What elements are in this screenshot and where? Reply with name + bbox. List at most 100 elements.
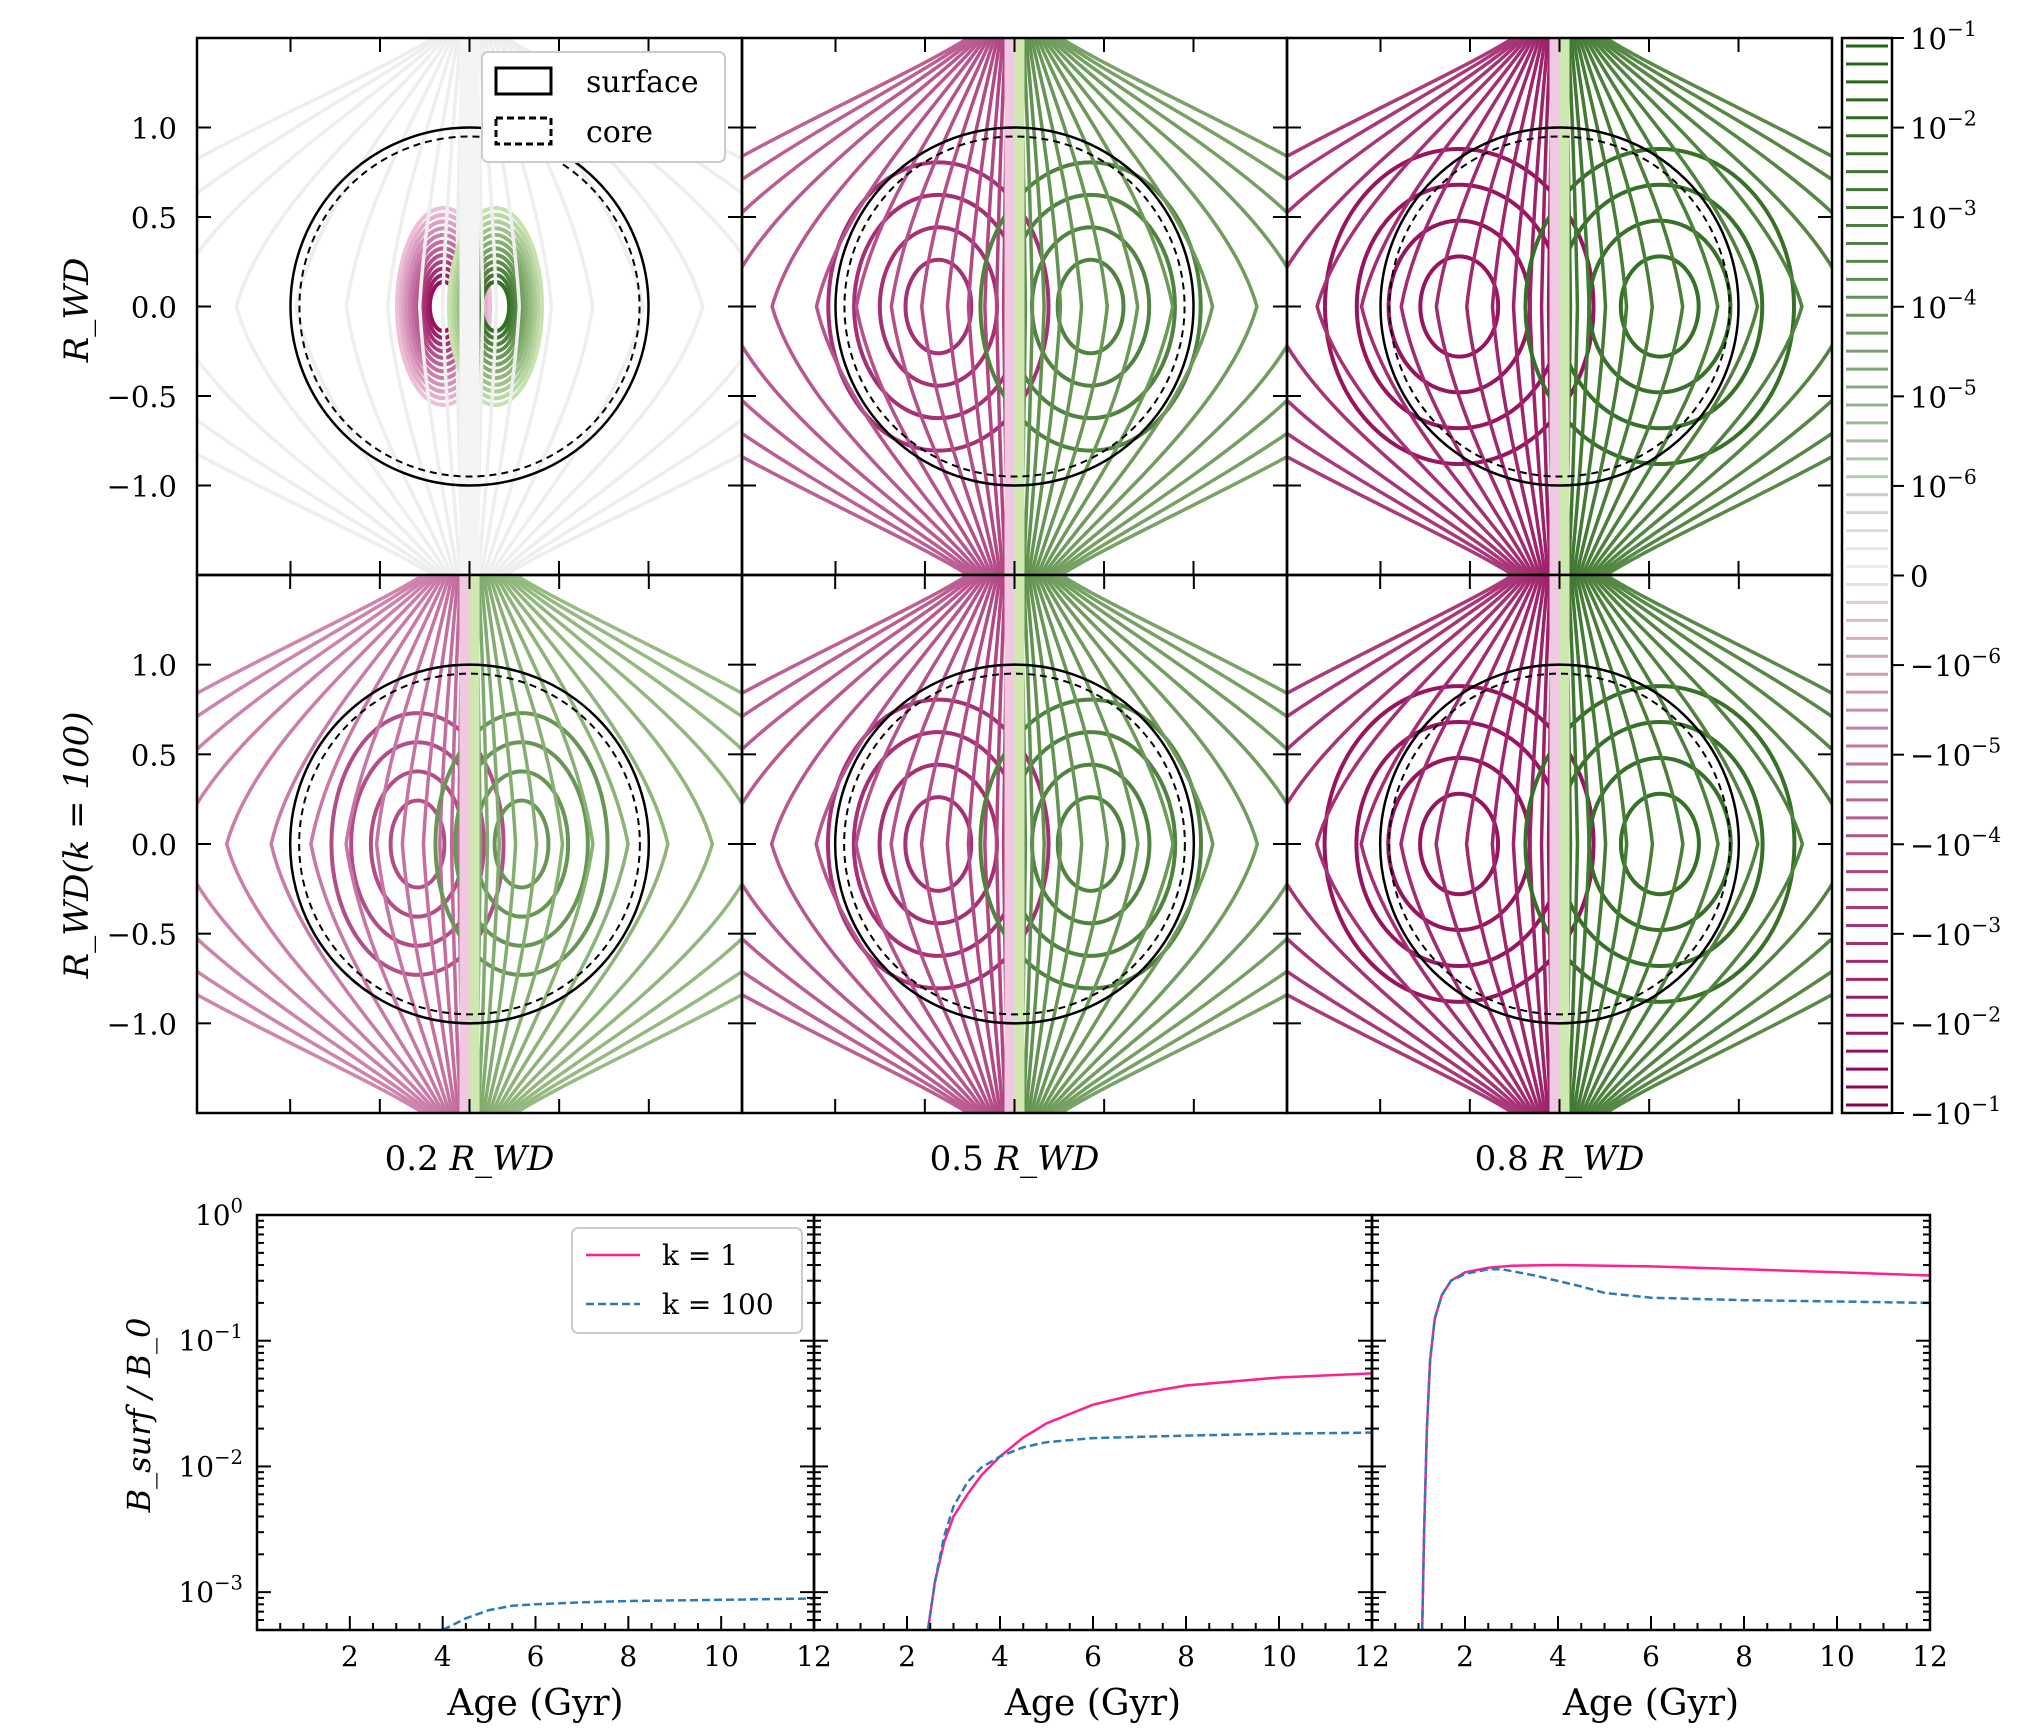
- colorbar-tick-label: −10−2: [1910, 1002, 2001, 1041]
- field-band-negative: [459, 575, 470, 1113]
- field-line: [1314, 575, 1530, 1113]
- field-loop: [433, 711, 610, 977]
- field-line: [294, 38, 451, 575]
- core-circle: [843, 135, 1186, 478]
- field-band-positive: [1559, 38, 1570, 575]
- x-tick-label: 12: [1912, 1640, 1948, 1673]
- field-line: [487, 575, 565, 1113]
- field-line: [479, 575, 501, 1113]
- field-loop: [1618, 254, 1701, 359]
- field-line: [499, 575, 715, 1113]
- field-line: [1602, 38, 1832, 575]
- field-line: [1026, 575, 1063, 1113]
- field-line: [1287, 575, 1520, 1113]
- field-loop: [395, 206, 493, 407]
- legend-swatch-surface: [494, 66, 553, 96]
- core-circle: [843, 672, 1186, 1016]
- field-band-negative: [1004, 38, 1015, 575]
- field-line: [1054, 575, 1287, 1113]
- x-axis-label: Age (Gyr): [1004, 1683, 1181, 1724]
- field-line: [1539, 575, 1553, 1113]
- field-line: [1602, 575, 1832, 1113]
- x-tick-label: 10: [1261, 1640, 1297, 1673]
- field-line: [1038, 38, 1175, 575]
- x-tick-label: 12: [1354, 1640, 1390, 1673]
- x-tick-label: 8: [619, 1640, 637, 1673]
- line-ylabel: B_surf / B_0: [120, 1318, 158, 1514]
- colorbar-tick-label: 10−5: [1910, 375, 1977, 414]
- series-line-k1: [1420, 1263, 1930, 1630]
- field-loop: [1322, 684, 1596, 1004]
- field-line: [1574, 38, 1629, 575]
- field-line: [440, 38, 463, 575]
- field-loop: [329, 711, 506, 977]
- field-loop: [449, 212, 542, 401]
- field-line: [344, 38, 454, 575]
- line-panel-3: 2 4 6 8 10 12 Age (Gyr): [1370, 1213, 1948, 1724]
- field-line: [1539, 38, 1553, 575]
- field-line: [1038, 575, 1175, 1113]
- field-line: [1511, 38, 1548, 575]
- field-line: [1287, 575, 1517, 1113]
- field-line: [269, 575, 443, 1113]
- field-line: [1041, 38, 1215, 575]
- field-line: [1589, 38, 1804, 575]
- field-line: [1577, 38, 1655, 575]
- colorbar-tick-label: 10−1: [1910, 17, 1977, 56]
- field-line: [438, 575, 460, 1113]
- field-line: [1569, 575, 1591, 1113]
- colorbar-tick-label: −10−1: [1910, 1092, 2001, 1131]
- field-line: [490, 575, 595, 1113]
- column-label: 0.8 R_WD: [1475, 1139, 1645, 1179]
- surface-circle: [1378, 663, 1741, 1025]
- field-line: [309, 575, 446, 1113]
- field-loop: [1386, 218, 1532, 395]
- field-loop: [825, 697, 1051, 991]
- field-line: [889, 38, 994, 575]
- surface-circle: [288, 663, 651, 1025]
- colorbar-tick-label: −10−3: [1910, 913, 2001, 952]
- field-line: [1035, 38, 1140, 575]
- field-loop: [978, 160, 1203, 453]
- field-line: [1032, 38, 1110, 575]
- field-line: [1057, 575, 1287, 1113]
- core-circle: [1388, 135, 1731, 478]
- field-loop: [1055, 257, 1126, 356]
- field-line: [1511, 575, 1548, 1113]
- field-line: [770, 38, 985, 575]
- x-tick-label: 8: [1177, 1640, 1195, 1673]
- field-line: [476, 575, 490, 1113]
- series-line-k100: [442, 1597, 814, 1630]
- field-line: [814, 575, 988, 1113]
- field-line: [224, 575, 440, 1113]
- field-loop: [978, 697, 1204, 991]
- field-line: [197, 575, 430, 1113]
- field-band-negative: [1549, 575, 1560, 1113]
- field-line: [966, 575, 1003, 1113]
- y-tick-label: −0.5: [107, 918, 177, 952]
- field-line: [509, 575, 742, 1113]
- field-band-positive: [1014, 38, 1025, 575]
- y-tick-label: 10−2: [178, 1446, 243, 1484]
- x-tick-label: 6: [527, 1640, 545, 1673]
- field-line: [421, 575, 458, 1113]
- field-line: [1057, 38, 1287, 575]
- field-line: [742, 38, 978, 575]
- field-line: [742, 38, 982, 575]
- field-loop: [903, 257, 974, 356]
- field-line: [1024, 38, 1046, 575]
- field-line: [1592, 575, 1832, 1113]
- colorbar-body: [1842, 38, 1892, 1113]
- field-band-positive: [469, 38, 480, 575]
- field-line: [1574, 575, 1629, 1113]
- field-line: [1035, 575, 1140, 1113]
- field-line: [344, 575, 449, 1113]
- legend-label-k1: k = 1: [662, 1239, 738, 1272]
- y-tick-label: 0.0: [131, 828, 177, 862]
- field-line: [1583, 575, 1720, 1113]
- field-line: [197, 575, 427, 1113]
- field-line: [506, 575, 742, 1113]
- field-line: [1041, 575, 1215, 1113]
- y-tick-label: −0.5: [107, 380, 177, 414]
